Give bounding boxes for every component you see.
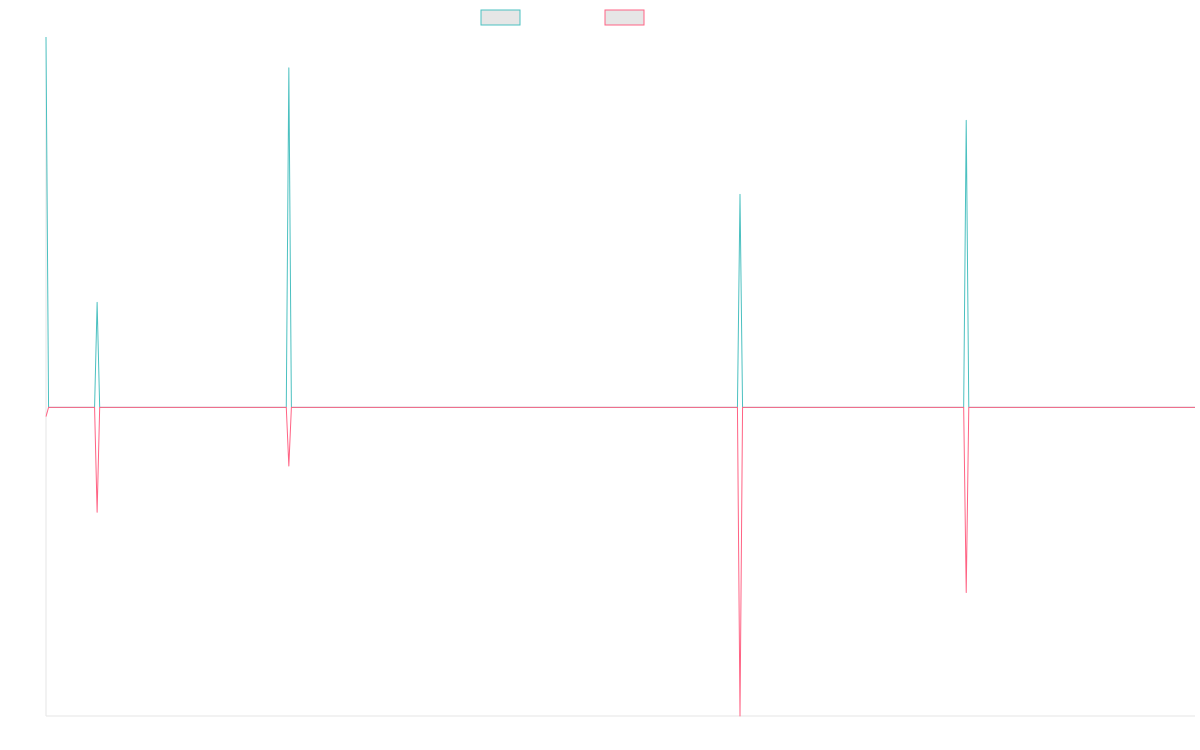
legend-swatch-1[interactable] <box>480 9 521 26</box>
series-layer <box>45 36 1195 717</box>
legend[interactable] <box>480 9 645 26</box>
legend-swatch-2[interactable] <box>604 9 645 26</box>
series-line-2 <box>45 406 1195 717</box>
axes <box>45 37 1195 717</box>
series-line-1 <box>45 36 1195 408</box>
